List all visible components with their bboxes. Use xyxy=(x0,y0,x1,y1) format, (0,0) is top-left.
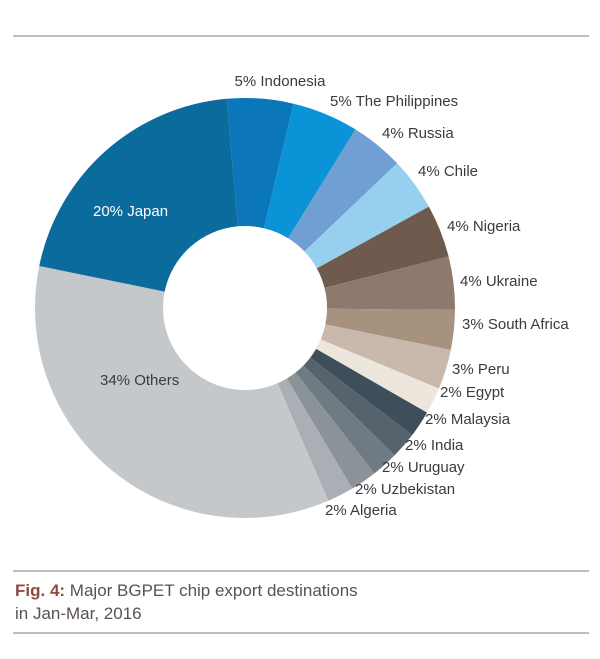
pie-slice-algeria xyxy=(277,378,353,501)
pie-slice-russia xyxy=(288,129,398,252)
slice-label-india: 2% India xyxy=(405,437,464,454)
slice-label-ukraine: 4% Ukraine xyxy=(460,273,538,290)
pie-slice-indonesia xyxy=(226,98,294,229)
slice-label-russia: 4% Russia xyxy=(382,125,454,142)
slice-label-philippines: 5% The Philippines xyxy=(330,93,458,110)
figure-number: Fig. 4: xyxy=(15,581,66,600)
pie-slice-others xyxy=(35,266,329,519)
slice-label-others: 34% Others xyxy=(100,372,179,389)
slice-label-uzbekistan: 2% Uzbekistan xyxy=(355,481,455,498)
caption-line1: Major BGPET chip export destinations xyxy=(69,581,358,600)
slice-label-chile: 4% Chile xyxy=(418,163,478,180)
slice-label-nigeria: 4% Nigeria xyxy=(447,218,521,235)
slice-label-indonesia: 5% Indonesia xyxy=(235,73,327,90)
caption-divider-bottom xyxy=(13,632,589,634)
pie-slice-ukraine xyxy=(324,256,455,310)
pie-slice-chile xyxy=(304,163,429,269)
pie-slice-malaysia xyxy=(310,348,428,436)
pie-slice-japan xyxy=(39,98,238,292)
slice-label-malaysia: 2% Malaysia xyxy=(425,411,511,428)
slice-label-uruguay: 2% Uruguay xyxy=(382,459,465,476)
pie-slice-south-africa xyxy=(325,308,455,350)
pie-slice-india xyxy=(303,357,413,456)
pie-slice-egypt xyxy=(316,339,439,413)
slice-label-egypt: 2% Egypt xyxy=(440,384,505,401)
slice-label-peru: 3% Peru xyxy=(452,361,510,378)
pie-slice-nigeria xyxy=(316,206,449,288)
caption-line2: in Jan-Mar, 2016 xyxy=(15,604,142,623)
pie-slice-uzbekistan xyxy=(286,372,375,489)
pie-slice-uruguay xyxy=(295,365,395,474)
caption-divider-top xyxy=(13,570,589,572)
figure-caption: Fig. 4: Major BGPET chip export destinat… xyxy=(15,579,485,625)
slice-label-south-africa: 3% South Africa xyxy=(462,316,569,333)
pie-slice-peru xyxy=(320,324,451,389)
slice-label-algeria: 2% Algeria xyxy=(325,502,397,519)
pie-slice-philippines xyxy=(263,103,356,239)
slice-label-japan: 20% Japan xyxy=(93,203,168,220)
header-divider xyxy=(13,35,589,37)
